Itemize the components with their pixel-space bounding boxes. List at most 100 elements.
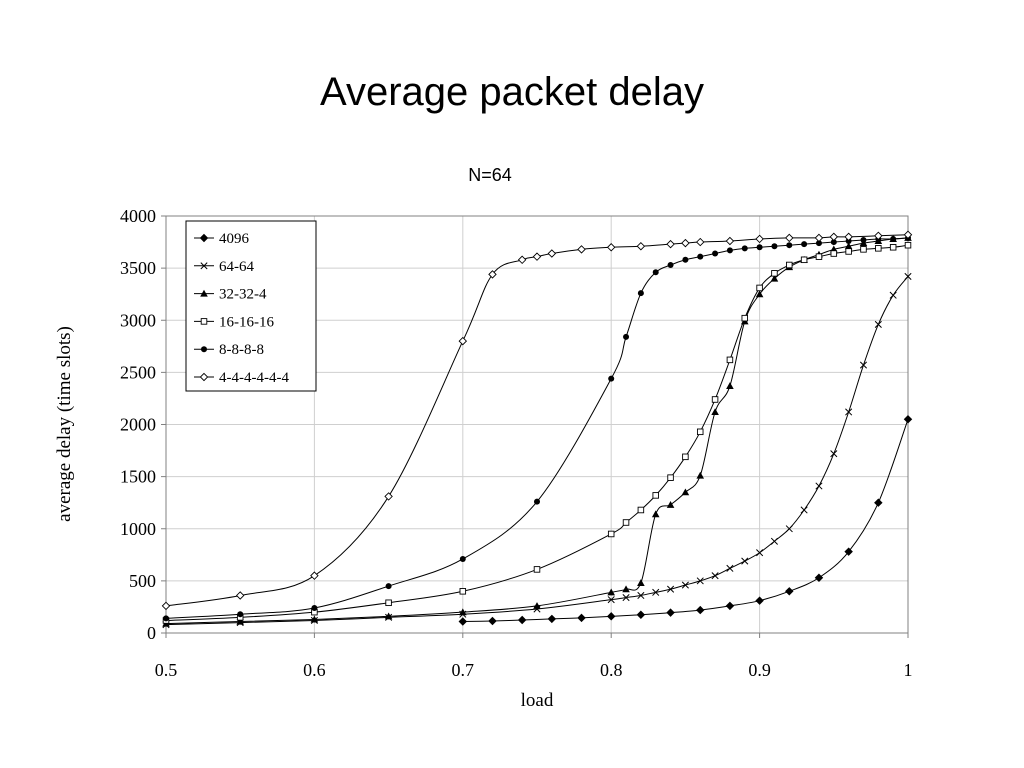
data-point (726, 356, 734, 364)
data-point (785, 587, 794, 596)
data-point (606, 612, 616, 621)
x-tick-label: 0.8 (600, 660, 623, 680)
data-point (533, 602, 541, 609)
legend-item: 4096 (194, 231, 250, 247)
y-tick-label: 4000 (120, 206, 156, 226)
y-tick-label: 2000 (120, 415, 156, 435)
data-point (755, 234, 764, 244)
legend-label: 32-32-4 (219, 287, 267, 303)
legend: 4096 64-64 32-32-4 16-16-16 8-8-8-8 4-4-4-4-4… (185, 220, 317, 392)
data-point (667, 474, 674, 481)
legend-label: 4096 (219, 231, 250, 247)
data-point (577, 245, 586, 254)
data-point (652, 588, 660, 596)
data-point (607, 530, 615, 538)
y-tick-label: 2500 (120, 362, 156, 382)
data-point (756, 549, 764, 557)
x-tick-label: 0.6 (303, 660, 326, 680)
data-point (785, 233, 794, 243)
legend-label: 8-8-8-8 (219, 342, 264, 358)
data-point (770, 274, 779, 282)
legend-marker (199, 372, 209, 382)
data-point (458, 617, 468, 626)
y-tick-label: 1000 (120, 519, 156, 539)
data-point (830, 450, 838, 458)
legend-item: 64-64 (194, 259, 254, 275)
data-point (874, 231, 883, 241)
data-point (801, 241, 808, 248)
data-point (666, 239, 675, 249)
data-point (666, 608, 675, 617)
data-point (696, 428, 704, 436)
data-point (874, 320, 882, 328)
data-point (236, 617, 244, 625)
data-point (904, 272, 912, 281)
data-point (845, 248, 852, 255)
data-point (696, 471, 705, 479)
data-point (681, 238, 690, 248)
legend-marker (199, 233, 209, 243)
data-point (606, 243, 616, 252)
y-tick-label: 500 (129, 571, 156, 591)
data-point (741, 557, 749, 565)
data-point (651, 510, 660, 518)
data-point (637, 591, 645, 600)
data-point (785, 525, 793, 533)
data-point (726, 382, 734, 389)
data-point (786, 261, 793, 269)
data-point (711, 396, 719, 403)
data-point (682, 256, 689, 263)
y-axis-title: average delay (time slots) (54, 326, 75, 522)
data-point (636, 241, 646, 251)
data-point (681, 488, 690, 496)
data-point (488, 270, 497, 279)
data-point (637, 290, 644, 297)
data-point (237, 611, 244, 618)
data-point (488, 616, 497, 626)
data-point (163, 615, 169, 622)
data-point (547, 614, 557, 624)
legend-label: 64-64 (219, 259, 254, 275)
data-point (666, 500, 675, 508)
series-4096 (458, 415, 913, 626)
data-point (458, 336, 468, 346)
data-point (741, 314, 749, 322)
data-point (814, 573, 824, 582)
legend-item: 4-4-4-4-4-4 (194, 370, 289, 386)
data-point (385, 599, 392, 607)
legend-label: 4-4-4-4-4-4 (219, 370, 289, 386)
data-point (889, 244, 897, 251)
data-point (517, 255, 527, 265)
data-point (696, 577, 704, 585)
data-point (815, 253, 823, 260)
data-point (385, 583, 392, 590)
data-point (681, 581, 689, 589)
data-point (517, 615, 527, 625)
data-point (800, 506, 808, 514)
data-point (622, 594, 630, 602)
axes: 0 500 1000 1500 2000 2500 3000 3500 4000 0.5 0.6 0.… (120, 206, 913, 680)
data-point (459, 608, 467, 616)
data-point (384, 492, 393, 501)
data-point (786, 242, 793, 249)
data-point (577, 613, 586, 623)
series-4-4-4-4-4-4 (161, 230, 913, 611)
data-point (889, 291, 897, 299)
data-point (682, 453, 689, 461)
data-point (696, 605, 705, 615)
data-point (696, 237, 705, 247)
legend-item: 32-32-4 (194, 287, 267, 303)
data-point (874, 498, 883, 507)
x-tick-label: 1 (904, 660, 913, 680)
legend-box (185, 220, 317, 392)
data-point (459, 555, 466, 562)
legend-marker (200, 262, 208, 270)
data-point (859, 361, 868, 369)
data-point (712, 250, 719, 257)
data-point (161, 601, 171, 611)
x-axis-title: load (521, 690, 554, 711)
data-point (845, 408, 853, 416)
data-point (800, 256, 808, 264)
data-point (534, 498, 540, 505)
data-point (607, 596, 615, 604)
